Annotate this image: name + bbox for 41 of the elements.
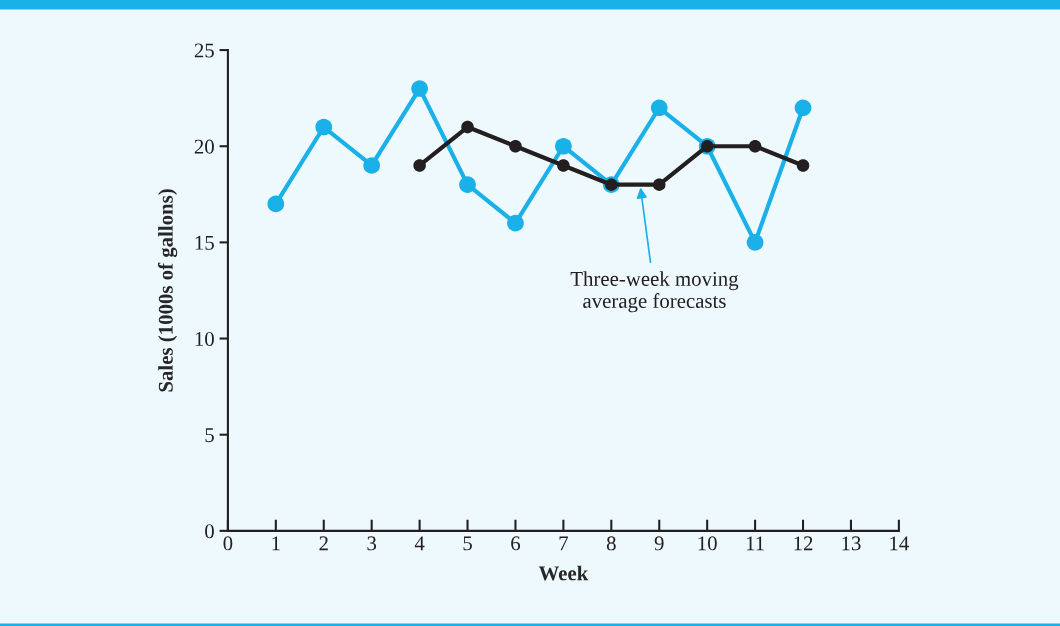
- point: [652, 178, 666, 191]
- x-tick-label: 5: [463, 536, 472, 551]
- x-axis-title: Week: [538, 565, 589, 581]
- x-tick-label: 3: [367, 536, 377, 551]
- y-tick-label: 25: [194, 43, 214, 58]
- point: [555, 137, 572, 155]
- point: [507, 214, 524, 232]
- x-tick-label: 12: [794, 536, 813, 551]
- point: [413, 159, 426, 172]
- point: [796, 159, 810, 172]
- point: [794, 99, 812, 117]
- x-tick-label: 1: [272, 536, 280, 551]
- x-tick-label: 14: [890, 536, 909, 551]
- x-tick-label: 13: [842, 536, 861, 551]
- x-tick-label: 4: [414, 536, 425, 551]
- x-tick-label: 0: [223, 536, 233, 551]
- x-tick-label: 9: [654, 536, 664, 551]
- y-tick-label: 10: [195, 331, 214, 346]
- point: [459, 176, 476, 194]
- x-tick-label: 10: [698, 536, 717, 551]
- point: [746, 234, 764, 251]
- point: [411, 80, 428, 97]
- x-tick-label: 11: [746, 536, 764, 551]
- y-tick-label: 0: [205, 524, 214, 539]
- x-tick-label: 8: [606, 536, 616, 551]
- point: [315, 118, 333, 136]
- point: [557, 159, 570, 172]
- x-tick-label: 2: [319, 536, 328, 551]
- point: [461, 120, 474, 134]
- x-tick-label: 6: [511, 536, 521, 551]
- y-tick-label: 5: [205, 428, 214, 443]
- point: [650, 99, 668, 117]
- y-tick-label: 15: [195, 235, 214, 250]
- y-axis-title: Sales (1000s of gallons): [157, 189, 178, 392]
- annotation: Three-week moving average forecasts: [570, 271, 739, 313]
- point: [363, 157, 381, 174]
- point: [267, 195, 285, 213]
- point: [748, 139, 762, 153]
- x-tick-label: 7: [559, 536, 568, 551]
- point: [509, 139, 522, 153]
- y-tick-label: 20: [194, 139, 214, 154]
